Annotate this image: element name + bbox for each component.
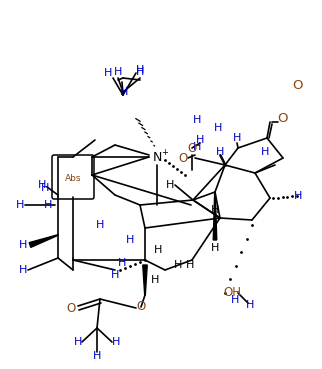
Text: H: H: [193, 115, 201, 125]
Text: H: H: [120, 87, 128, 97]
Text: H: H: [193, 142, 201, 152]
Text: H: H: [294, 191, 302, 201]
Text: O: O: [293, 79, 303, 92]
Polygon shape: [213, 192, 217, 240]
Text: H: H: [216, 147, 224, 157]
Text: H: H: [261, 147, 269, 157]
Text: H: H: [166, 180, 174, 190]
Text: H: H: [151, 275, 159, 285]
Text: OH: OH: [223, 286, 241, 300]
Text: H: H: [246, 300, 254, 310]
Text: H: H: [114, 67, 122, 77]
Text: H: H: [211, 243, 219, 253]
Text: H: H: [112, 337, 120, 347]
Text: N: N: [152, 151, 162, 163]
Text: H: H: [96, 220, 104, 230]
Text: H: H: [136, 65, 144, 75]
Polygon shape: [29, 235, 58, 247]
Text: H: H: [74, 337, 82, 347]
Text: H: H: [16, 200, 24, 210]
Text: H: H: [214, 123, 222, 133]
Text: H: H: [186, 260, 194, 270]
Text: +: +: [162, 148, 168, 156]
Text: H: H: [211, 205, 219, 215]
Text: H: H: [38, 180, 46, 190]
Text: H: H: [136, 67, 144, 77]
Text: O: O: [178, 152, 188, 165]
Text: H: H: [44, 200, 52, 210]
Text: H: H: [126, 235, 134, 245]
Text: H: H: [19, 265, 27, 275]
FancyBboxPatch shape: [52, 155, 94, 199]
Text: H: H: [19, 240, 27, 250]
Text: H: H: [154, 245, 162, 255]
Text: H: H: [118, 258, 126, 268]
Text: O: O: [187, 141, 197, 155]
Text: O: O: [278, 111, 288, 124]
Text: H: H: [233, 133, 241, 143]
Text: Abs: Abs: [65, 173, 81, 183]
Polygon shape: [143, 265, 147, 295]
Text: H: H: [231, 295, 239, 305]
Text: H: H: [104, 68, 112, 78]
Text: H: H: [196, 135, 204, 145]
Text: O: O: [66, 301, 76, 314]
Text: H: H: [41, 183, 49, 193]
Text: O: O: [137, 300, 146, 314]
Text: H: H: [93, 351, 101, 361]
Text: H: H: [174, 260, 182, 270]
Text: H: H: [111, 270, 119, 280]
